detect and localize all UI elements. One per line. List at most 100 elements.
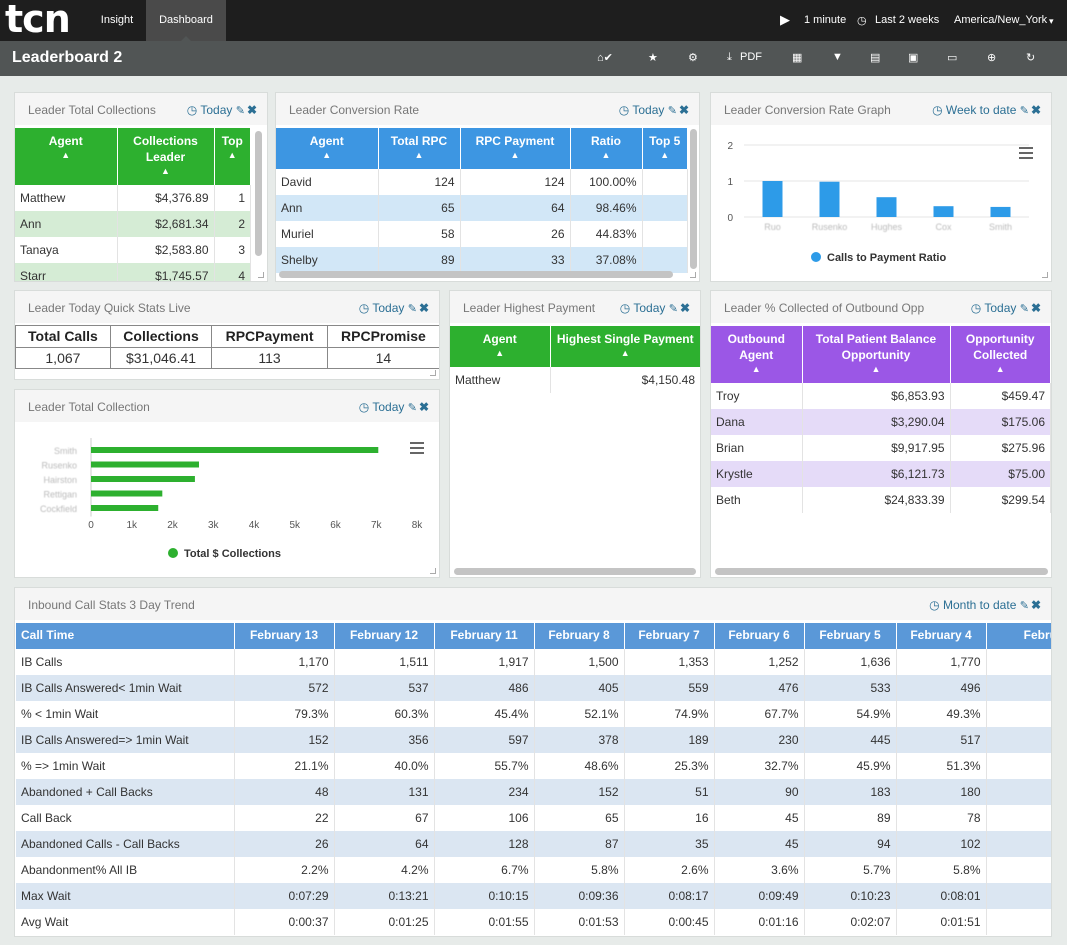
add-circle-icon[interactable]: ⊕ — [987, 52, 997, 64]
play-icon[interactable]: ▶ — [780, 12, 790, 27]
col-header-date[interactable]: February 6 — [714, 623, 805, 649]
range-link[interactable]: Today — [200, 103, 233, 117]
chart-bar[interactable] — [91, 461, 199, 468]
edit-icon[interactable]: ✎ — [668, 303, 678, 315]
table-row[interactable]: Muriel 58 26 44.83% — [276, 221, 688, 247]
scrollbar[interactable] — [454, 568, 696, 575]
time-range-label[interactable]: Last 2 weeks — [875, 14, 940, 26]
filter-icon[interactable]: ▼ — [832, 51, 843, 63]
table-row[interactable]: % < 1min Wait 79.3% 60.3% 45.4% 52.1% 74.9% 67… — [16, 701, 1051, 727]
chart-bar[interactable] — [876, 197, 897, 217]
chart-legend[interactable]: Total $ Collections — [168, 548, 281, 560]
resize-handle[interactable] — [430, 568, 436, 574]
col-header-date[interactable]: February 7 — [624, 623, 715, 649]
nav-dashboard[interactable]: Dashboard — [146, 0, 226, 41]
resize-handle[interactable] — [1042, 272, 1048, 278]
close-icon[interactable]: ✖ — [1030, 103, 1041, 117]
refresh-icon[interactable]: ↻ — [1026, 52, 1036, 64]
col-header[interactable]: Total Patient Balance Opportunity ▲ — [802, 326, 951, 383]
table-row[interactable]: Ann 65 64 98.46% — [276, 195, 688, 221]
nav-insight[interactable]: Insight — [100, 14, 134, 26]
close-icon[interactable]: ✖ — [246, 103, 257, 117]
table-row[interactable]: Abandoned + Call Backs 48 131 234 152 51 90 183… — [16, 779, 1051, 805]
table-row[interactable]: Tanaya $2,583.80 3 — [15, 237, 251, 263]
table-row[interactable]: Call Back 22 67 106 65 16 45 89 78 — [16, 805, 1051, 831]
close-icon[interactable]: ✖ — [418, 301, 429, 315]
col-header-call-time[interactable]: Call Time — [16, 623, 235, 649]
close-icon[interactable]: ✖ — [1030, 301, 1041, 315]
col-header[interactable]: Agent ▲ — [450, 326, 551, 367]
col-header-date[interactable]: February 13 — [234, 623, 335, 649]
range-link[interactable]: Today — [632, 103, 665, 117]
folder-icon[interactable]: ▭ — [947, 52, 958, 64]
chart-menu-icon[interactable] — [1019, 147, 1033, 159]
col-header-date[interactable]: February 4 — [896, 623, 987, 649]
col-header[interactable]: Agent ▲ — [276, 128, 379, 169]
chart-bar[interactable] — [91, 447, 379, 453]
close-icon[interactable]: ✖ — [1030, 598, 1041, 612]
col-header[interactable]: Top 5 ▲ — [642, 128, 688, 169]
timezone-select[interactable]: America/New_York — [954, 14, 1048, 26]
table-row[interactable]: David 124 124 100.00% — [276, 169, 688, 195]
table-row[interactable]: % => 1min Wait 21.1% 40.0% 55.7% 48.6% 25.3% 3… — [16, 753, 1051, 779]
col-header-date[interactable]: February 8 — [534, 623, 625, 649]
save-icon[interactable]: ▣ — [908, 52, 919, 64]
table-row[interactable]: Abandoned Calls - Call Backs 26 64 128 87 35 4… — [16, 831, 1051, 857]
table-row[interactable]: Starr $1,745.57 4 — [15, 263, 251, 281]
chart-legend[interactable]: Calls to Payment Ratio — [811, 252, 946, 264]
range-link[interactable]: Today — [633, 301, 666, 315]
table-row[interactable]: Ann $2,681.34 2 — [15, 211, 251, 237]
edit-icon[interactable]: ✎ — [235, 105, 245, 117]
table-row[interactable]: Krystle $6,121.73 $75.00 — [711, 461, 1051, 487]
range-link[interactable]: Month to date — [942, 598, 1017, 612]
table-row[interactable]: Abandonment% All IB 2.2% 4.2% 6.7% 5.8% 2.6% 3… — [16, 857, 1051, 883]
caret-down-icon[interactable]: ▾ — [1049, 16, 1054, 26]
col-header[interactable]: Total RPC ▲ — [378, 128, 461, 169]
table-row[interactable]: Max Wait 0:07:29 0:13:21 0:10:15 0:09:36 0:08… — [16, 883, 1051, 909]
scrollbar[interactable] — [690, 129, 697, 269]
col-header[interactable]: Agent ▲ — [15, 128, 118, 185]
col-header[interactable]: Opportunity Collected ▲ — [950, 326, 1051, 383]
tcn-logo[interactable]: tcn — [5, 0, 71, 41]
close-icon[interactable]: ✖ — [418, 400, 429, 414]
table-row[interactable]: Matthew $4,150.48 — [450, 367, 700, 393]
edit-icon[interactable]: ✎ — [1019, 600, 1029, 612]
range-link[interactable]: Today — [372, 400, 405, 414]
edit-icon[interactable]: ✎ — [407, 303, 417, 315]
table-row[interactable]: IB Calls 1,170 1,511 1,917 1,500 1,353 1,252 1,… — [16, 649, 1051, 675]
download-icon[interactable]: ⤓ — [727, 51, 732, 63]
gear-icon[interactable]: ⚙ — [688, 52, 698, 64]
range-link[interactable]: Today — [984, 301, 1017, 315]
col-header-date[interactable]: February 5 — [804, 623, 897, 649]
chart-bar[interactable] — [91, 476, 195, 482]
scrollbar[interactable] — [279, 271, 673, 278]
table-row[interactable]: Beth $24,833.39 $299.54 — [711, 487, 1051, 513]
chart-bar[interactable] — [819, 181, 840, 217]
col-header[interactable]: Collections Leader ▲ — [117, 128, 215, 185]
edit-icon[interactable]: ✎ — [1019, 105, 1029, 117]
calendar-icon[interactable]: ▦ — [792, 52, 803, 64]
col-header[interactable]: Highest Single Payment ▲ — [550, 326, 700, 367]
col-header-date[interactable]: Februar — [986, 623, 1051, 649]
range-link[interactable]: Week to date — [945, 103, 1017, 117]
range-link[interactable]: Today — [372, 301, 405, 315]
scrollbar[interactable] — [255, 131, 262, 256]
scrollbar[interactable] — [715, 568, 1048, 575]
resize-handle[interactable] — [430, 370, 436, 376]
table-row[interactable]: IB Calls Answered< 1min Wait 572 537 486 405… — [16, 675, 1051, 701]
col-header[interactable]: RPC Payment ▲ — [460, 128, 571, 169]
col-header[interactable]: Top ▲ — [214, 128, 251, 185]
table-row[interactable]: Matthew $4,376.89 1 — [15, 185, 251, 211]
col-header-date[interactable]: February 11 — [434, 623, 535, 649]
table-row[interactable]: Troy $6,853.93 $459.47 — [711, 383, 1051, 409]
close-icon[interactable]: ✖ — [678, 103, 689, 117]
refresh-interval-label[interactable]: 1 minute — [804, 14, 847, 26]
edit-icon[interactable]: ✎ — [667, 105, 677, 117]
table-row[interactable]: Avg Wait 0:00:37 0:01:25 0:01:55 0:01:53 0:00… — [16, 909, 1051, 935]
home-check-icon[interactable]: ⌂✔ — [597, 52, 613, 64]
col-header[interactable]: Ratio ▲ — [570, 128, 643, 169]
table-row[interactable]: IB Calls Answered=> 1min Wait 152 356 597 37… — [16, 727, 1051, 753]
pdf-button[interactable]: PDF — [740, 51, 762, 63]
chart-bar[interactable] — [933, 206, 954, 217]
resize-handle[interactable] — [690, 272, 696, 278]
